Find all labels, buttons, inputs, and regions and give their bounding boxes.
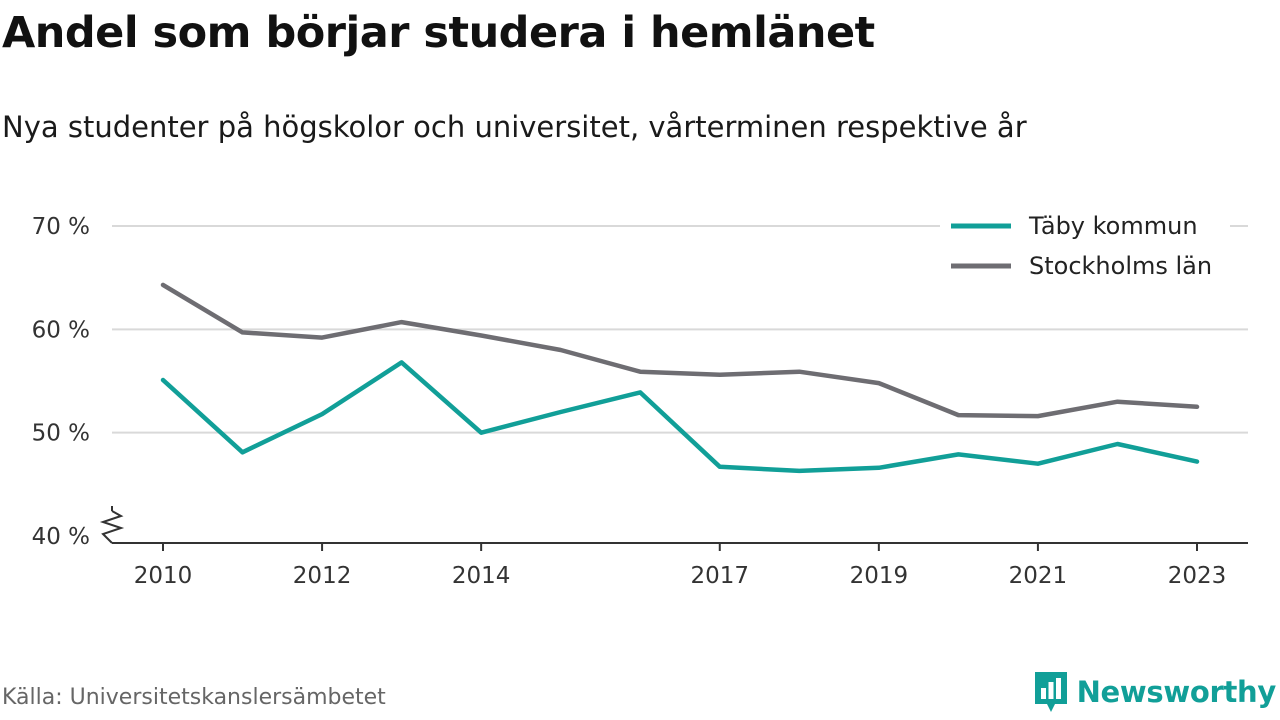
series-line-taby-kommun — [160, 360, 1200, 474]
brand-logo[interactable]: Newsworthy — [1033, 670, 1276, 714]
y-tick-label: 60 % — [32, 317, 90, 343]
axes: 40 % 50 % 60 % 70 % 2010 2012 2014 2017 2019 2021… — [32, 214, 1248, 589]
chart-title: Andel som börjar studera i hemlänet — [2, 8, 875, 58]
newsworthy-bar-chart-logo-icon — [1034, 672, 1067, 712]
source-note: Källa: Universitetskanslersämbetet — [2, 685, 386, 710]
x-tick-label: 2010 — [134, 563, 193, 589]
legend-label: Stockholms län — [1029, 252, 1212, 280]
x-tick-label: 2014 — [452, 563, 511, 589]
legend-background — [940, 208, 1230, 292]
series-line-stockholms-lan — [160, 282, 1200, 419]
legend: Täby kommun Stockholms län — [940, 208, 1230, 292]
x-tick-label: 2019 — [850, 563, 909, 589]
y-tick-label: 70 % — [32, 214, 90, 240]
legend-label: Täby kommun — [1028, 212, 1198, 240]
x-tick-label: 2012 — [293, 563, 352, 589]
x-tick-label: 2017 — [690, 563, 749, 589]
series-lines — [160, 282, 1200, 474]
zigzag-axis-break-icon — [99, 510, 125, 544]
y-tick-label: 50 % — [32, 421, 90, 447]
x-tick-label: 2023 — [1168, 563, 1227, 589]
chart-subtitle: Nya studenter på högskolor och universit… — [2, 110, 1027, 144]
y-tick-label: 40 % — [32, 524, 90, 550]
brand-name: Newsworthy — [1076, 675, 1277, 709]
x-tick-label: 2021 — [1009, 563, 1068, 589]
